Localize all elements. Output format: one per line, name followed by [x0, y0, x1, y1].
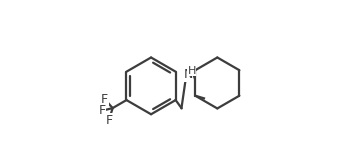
Text: F: F: [101, 93, 108, 106]
Text: F: F: [105, 113, 112, 127]
Text: H: H: [188, 66, 196, 76]
Text: N: N: [183, 68, 193, 81]
Text: F: F: [99, 104, 106, 117]
